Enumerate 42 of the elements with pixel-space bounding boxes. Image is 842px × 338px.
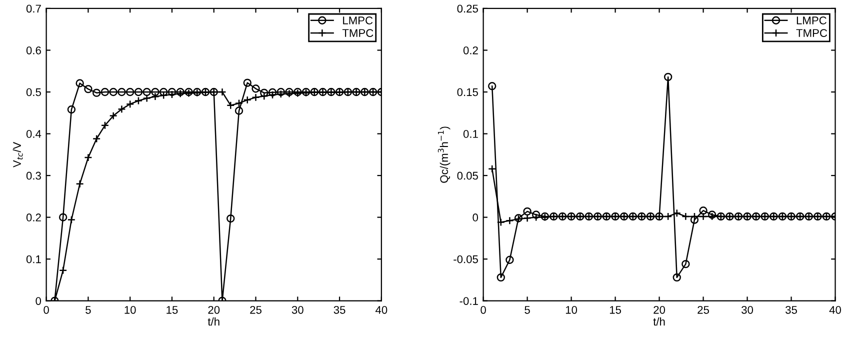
- x-tick-label: 20: [208, 306, 220, 314]
- y-tick-label: 0.15: [457, 88, 478, 96]
- y-axis-title: V$_{tc}$/V: [12, 142, 23, 168]
- x-tick-label: 30: [292, 306, 304, 314]
- y-tick-label: 0.5: [26, 88, 41, 96]
- y-tick-label: -0.05: [454, 255, 478, 264]
- y-tick-label: 0: [472, 214, 478, 222]
- x-tick-label: 10: [566, 306, 578, 314]
- x-tick-label: 5: [524, 306, 530, 314]
- x-axis-title: t/h: [208, 317, 220, 326]
- y-tick-label: 0.1: [463, 130, 478, 138]
- x-tick-label: 30: [742, 306, 754, 314]
- y-tick-label: 0.25: [457, 4, 478, 13]
- legend-label: LMPC: [343, 16, 373, 24]
- y-tick-label: 0.4: [26, 130, 42, 138]
- legend-label: TMPC: [342, 29, 374, 37]
- x-tick-label: 35: [334, 306, 346, 314]
- y-axis-title: Qc/(m$^{3}$h$^{−1}$): [438, 126, 450, 183]
- x-tick-label: 0: [480, 306, 486, 314]
- x-tick-label: 25: [250, 306, 262, 314]
- y-tick-label: 0.05: [457, 172, 478, 180]
- x-tick-label: 0: [44, 306, 49, 314]
- x-tick-label: 40: [829, 306, 842, 314]
- x-tick-label: 35: [786, 306, 797, 314]
- x-tick-label: 40: [376, 306, 388, 314]
- y-tick-label: 0.1: [26, 255, 41, 264]
- y-tick-label: 0.2: [463, 46, 478, 54]
- y-tick-label: 0.7: [26, 4, 41, 13]
- x-tick-label: 15: [610, 306, 622, 314]
- x-tick-label: 20: [654, 306, 666, 314]
- legend-label: LMPC: [796, 16, 826, 24]
- legend-label: TMPC: [796, 29, 828, 37]
- y-tick-label: 0.6: [26, 46, 41, 54]
- y-tick-label: 0.3: [26, 172, 41, 180]
- y-tick-label: -0.1: [460, 297, 478, 305]
- y-tick-label: 0: [36, 297, 42, 305]
- x-tick-label: 5: [86, 306, 91, 314]
- x-tick-label: 10: [124, 306, 136, 314]
- x-axis-title: t/h: [653, 317, 665, 326]
- y-tick-label: 0.2: [26, 214, 41, 222]
- x-tick-label: 15: [166, 306, 178, 314]
- x-tick-label: 25: [698, 306, 709, 314]
